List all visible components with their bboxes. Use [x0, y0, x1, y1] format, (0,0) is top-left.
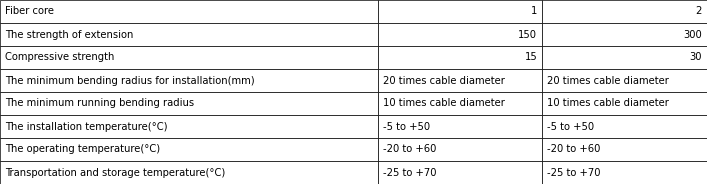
Text: 30: 30	[689, 52, 702, 63]
Text: 150: 150	[518, 29, 537, 40]
Bar	[378, 46, 542, 69]
Bar	[0, 46, 378, 69]
Text: 20 times cable diameter: 20 times cable diameter	[383, 75, 505, 86]
Bar	[378, 69, 542, 92]
Text: -20 to +60: -20 to +60	[547, 144, 600, 155]
Text: 1: 1	[531, 6, 537, 17]
Bar	[0, 69, 378, 92]
Text: The minimum running bending radius: The minimum running bending radius	[5, 98, 194, 109]
Bar	[0, 23, 378, 46]
Text: -5 to +50: -5 to +50	[547, 121, 595, 132]
Text: Fiber core: Fiber core	[5, 6, 54, 17]
Text: 300: 300	[683, 29, 702, 40]
Text: 20 times cable diameter: 20 times cable diameter	[547, 75, 669, 86]
Bar	[378, 161, 542, 184]
Text: 15: 15	[525, 52, 537, 63]
Bar	[378, 138, 542, 161]
Text: The minimum bending radius for installation(mm): The minimum bending radius for installat…	[5, 75, 255, 86]
Bar	[542, 23, 707, 46]
Text: The installation temperature(°C): The installation temperature(°C)	[5, 121, 168, 132]
Bar	[0, 161, 378, 184]
Text: -20 to +60: -20 to +60	[383, 144, 436, 155]
Text: -25 to +70: -25 to +70	[383, 167, 437, 178]
Text: 10 times cable diameter: 10 times cable diameter	[547, 98, 669, 109]
Text: Transportation and storage temperature(°C): Transportation and storage temperature(°…	[5, 167, 226, 178]
Bar	[0, 138, 378, 161]
Text: 2: 2	[696, 6, 702, 17]
Bar	[542, 161, 707, 184]
Text: Compressive strength: Compressive strength	[5, 52, 115, 63]
Bar	[0, 92, 378, 115]
Bar	[0, 115, 378, 138]
Bar	[542, 46, 707, 69]
Bar	[542, 69, 707, 92]
Bar	[378, 23, 542, 46]
Bar	[542, 92, 707, 115]
Bar	[0, 0, 378, 23]
Text: -5 to +50: -5 to +50	[383, 121, 431, 132]
Text: 10 times cable diameter: 10 times cable diameter	[383, 98, 505, 109]
Bar	[378, 0, 542, 23]
Text: -25 to +70: -25 to +70	[547, 167, 601, 178]
Text: The operating temperature(°C): The operating temperature(°C)	[5, 144, 160, 155]
Text: The strength of extension: The strength of extension	[5, 29, 134, 40]
Bar	[378, 92, 542, 115]
Bar	[542, 138, 707, 161]
Bar	[542, 0, 707, 23]
Bar	[378, 115, 542, 138]
Bar	[542, 115, 707, 138]
